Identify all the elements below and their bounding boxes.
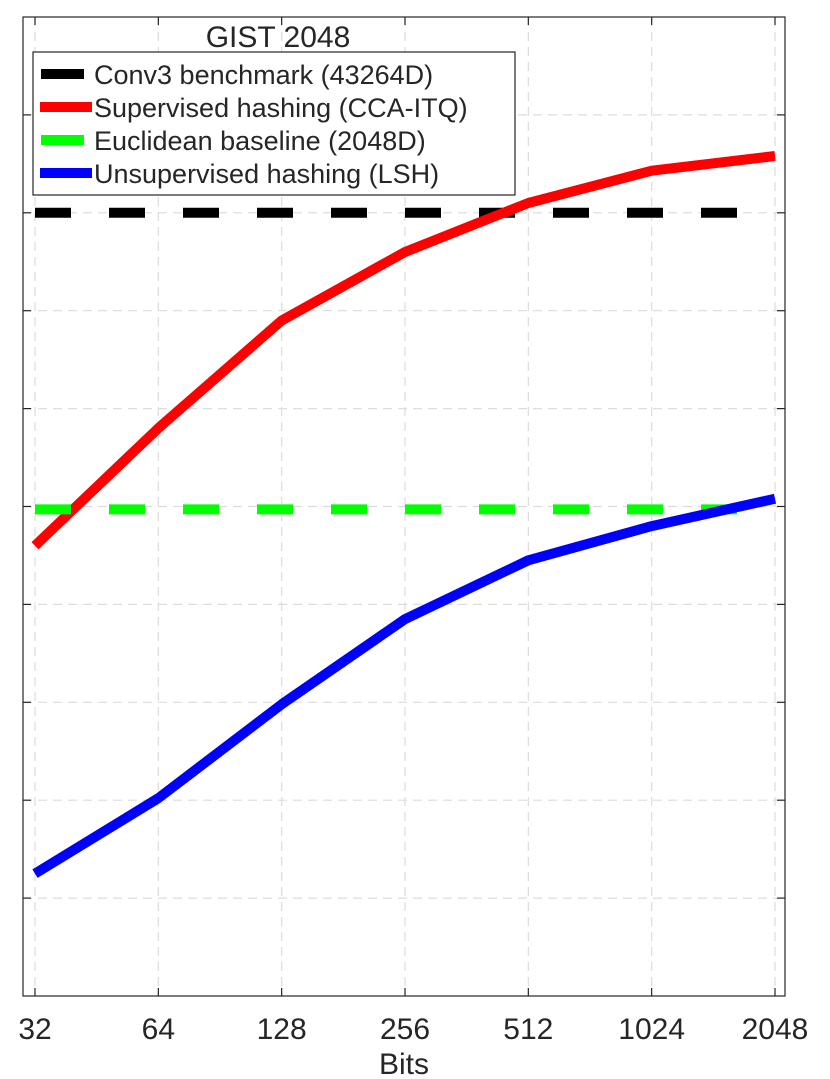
- x-tick-labels: 32 64 128 256 512 1024 2048: [18, 1013, 808, 1046]
- chart-title: GIST 2048: [206, 21, 351, 54]
- plot-frame: [22, 16, 786, 997]
- x-tick-label: 256: [380, 1013, 430, 1046]
- legend-box: [32, 51, 516, 196]
- x-tick-label: 2048: [742, 1013, 809, 1046]
- x-tick-label: 64: [142, 1013, 175, 1046]
- series-line-4: [32, 493, 777, 878]
- series-line-2: [31, 151, 776, 550]
- legend-label-4: Unsupervised hashing (LSH): [94, 159, 439, 189]
- x-axis-label: Bits: [379, 1048, 429, 1079]
- x-tick-label: 128: [257, 1013, 307, 1046]
- x-tick-label: 32: [18, 1013, 51, 1046]
- legend-label-3: Euclidean baseline (2048D): [94, 126, 426, 156]
- series-lines: [31, 151, 777, 878]
- axis-ticks: [23, 17, 785, 996]
- legend-label-1: Conv3 benchmark (43264D): [94, 60, 433, 90]
- legend-label-2: Supervised hashing (CCA-ITQ): [94, 93, 468, 123]
- x-tick-label: 512: [503, 1013, 553, 1046]
- legend: Conv3 benchmark (43264D)Supervised hashi…: [32, 51, 516, 196]
- x-tick-label: 1024: [618, 1013, 685, 1046]
